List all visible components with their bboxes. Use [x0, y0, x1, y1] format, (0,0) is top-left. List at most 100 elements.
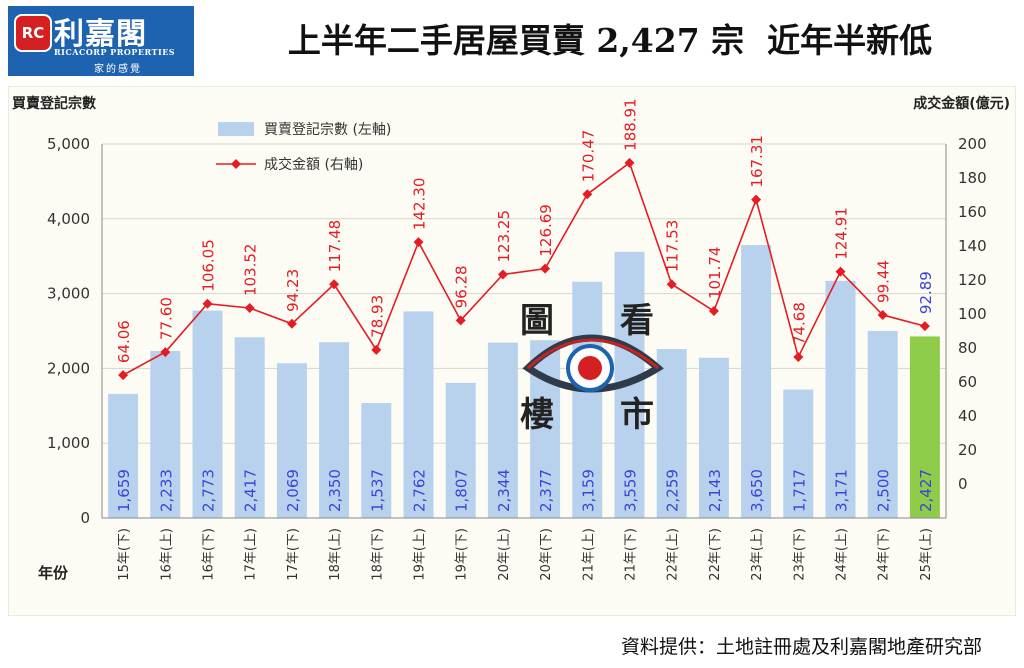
logo-english-name: RICACORP PROPERTIES	[54, 47, 176, 57]
logo-tagline: 家的感覺	[94, 64, 142, 75]
x-tick-label: 24年(下)	[877, 528, 892, 581]
watermark-char: 看	[620, 301, 654, 341]
y-tick-label-left: 0	[80, 509, 90, 527]
line-value-label: 117.48	[326, 220, 344, 273]
logo: RC 利嘉閣 RICACORP PROPERTIES 家的感覺	[8, 6, 194, 76]
bar-value-label: 2,344	[495, 469, 513, 512]
x-tick-label: 23年(下)	[792, 528, 807, 581]
line-value-label: 188.91	[622, 98, 640, 151]
bar	[487, 342, 518, 518]
x-tick-label: 18年(上)	[328, 528, 343, 581]
line-value-label: 106.05	[200, 239, 218, 292]
line-series	[118, 157, 930, 381]
y-tick-label-right: 140	[958, 237, 987, 255]
line-value-label: 94.23	[284, 269, 302, 312]
legend-label-bars: 買賣登記宗數 (左軸)	[264, 121, 391, 138]
y-tick-label-left: 4,000	[47, 210, 90, 228]
bar	[783, 389, 814, 518]
eye-pupil-icon	[578, 356, 602, 380]
logo-name: 利嘉閣	[54, 17, 147, 52]
line-value-label: 92.89	[917, 271, 935, 314]
watermark-char: 樓	[520, 395, 554, 435]
bar-value-label: 1,537	[368, 469, 386, 512]
x-tick-label: 16年(上)	[159, 528, 174, 581]
line-point	[793, 352, 804, 363]
y-tick-label-left: 2,000	[47, 359, 90, 377]
x-tick-label: 20年(下)	[539, 528, 554, 581]
bar-value-label: 2,500	[875, 469, 893, 512]
bar	[192, 310, 223, 518]
line-point	[919, 321, 930, 332]
y-tick-label-right: 60	[958, 373, 977, 391]
bar-value-label: 2,377	[537, 469, 555, 512]
bar-value-label: 2,762	[411, 469, 429, 512]
bar-value-label: 2,259	[664, 469, 682, 512]
line-point	[329, 279, 340, 290]
line-value-label: 96.28	[453, 265, 471, 308]
line-value-label: 74.68	[790, 302, 808, 345]
watermark-char: 市	[620, 395, 654, 435]
x-axis-title: 年份	[38, 564, 69, 582]
bar-value-label: 2,773	[200, 469, 218, 512]
y-tick-label-left: 5,000	[47, 135, 90, 153]
bar	[445, 382, 476, 518]
bar-value-label: 3,171	[833, 469, 851, 512]
x-tick-label: 17年(上)	[244, 528, 259, 581]
bar-value-label: 3,650	[748, 469, 766, 512]
line-value-label: 123.25	[495, 210, 513, 263]
line-value-labels: 64.06 77.60 106.05 103.52 94.23 117.48 78.93 14…	[115, 98, 935, 363]
x-tick-label: 25年(上)	[919, 528, 934, 581]
bar	[909, 336, 940, 518]
line-value-label: 167.31	[748, 135, 766, 188]
bar-series	[108, 244, 940, 519]
legend-swatch-bars	[218, 122, 254, 136]
y-tick-label-right: 160	[958, 203, 987, 221]
bar	[572, 281, 603, 518]
y-tick-label-right: 20	[958, 441, 977, 459]
line-point	[708, 306, 719, 317]
x-tick-label: 17年(下)	[286, 528, 301, 581]
line-path	[122, 161, 926, 376]
x-tick-label: 21年(下)	[624, 528, 639, 581]
bar	[319, 342, 350, 518]
x-tick-label: 15年(下)	[117, 528, 132, 581]
page-title: 上半年二手居屋買賣 2,427 宗 近年半新低	[287, 21, 933, 60]
y-tick-label-right: 80	[958, 339, 977, 357]
x-tick-label: 24年(上)	[835, 528, 850, 581]
bar-value-label: 2,233	[157, 469, 175, 512]
line-point	[202, 298, 213, 309]
bar	[276, 363, 307, 518]
x-tick-label: 16年(下)	[202, 528, 217, 581]
watermark: 圖 看樓 市	[520, 301, 664, 435]
x-tick-label: 23年(上)	[750, 528, 765, 581]
line-value-label: 77.60	[157, 297, 175, 340]
line-point	[413, 237, 424, 248]
line-point	[118, 370, 129, 381]
line-point	[624, 157, 635, 168]
bar-value-label: 3,559	[622, 469, 640, 512]
bar	[698, 357, 729, 518]
line-value-label: 99.44	[875, 260, 893, 303]
y-tick-label-right: 180	[958, 169, 987, 187]
line-value-label: 117.53	[664, 220, 682, 273]
line-point	[582, 189, 593, 200]
bar-value-label: 1,717	[790, 469, 808, 512]
bar-value-label: 1,659	[115, 469, 133, 512]
bar	[403, 311, 434, 518]
x-tick-label: 19年(上)	[413, 528, 428, 581]
legend-label-line: 成交金額 (右軸)	[264, 156, 363, 173]
y-tick-label-right: 100	[958, 305, 987, 323]
bar	[234, 337, 265, 518]
x-tick-label: 18年(下)	[370, 528, 385, 581]
bar	[825, 280, 856, 518]
bar	[867, 331, 898, 518]
line-point	[371, 344, 382, 355]
watermark-char: 圖	[520, 301, 554, 341]
y-tick-label-right: 40	[958, 407, 977, 425]
x-tick-label: 22年(下)	[708, 528, 723, 581]
bar	[656, 349, 687, 518]
line-value-label: 142.30	[411, 178, 429, 231]
bar-value-label: 3,159	[579, 469, 597, 512]
source-note: 資料提供：土地註冊處及利嘉閣地產研究部	[620, 636, 982, 658]
line-point	[286, 318, 297, 329]
